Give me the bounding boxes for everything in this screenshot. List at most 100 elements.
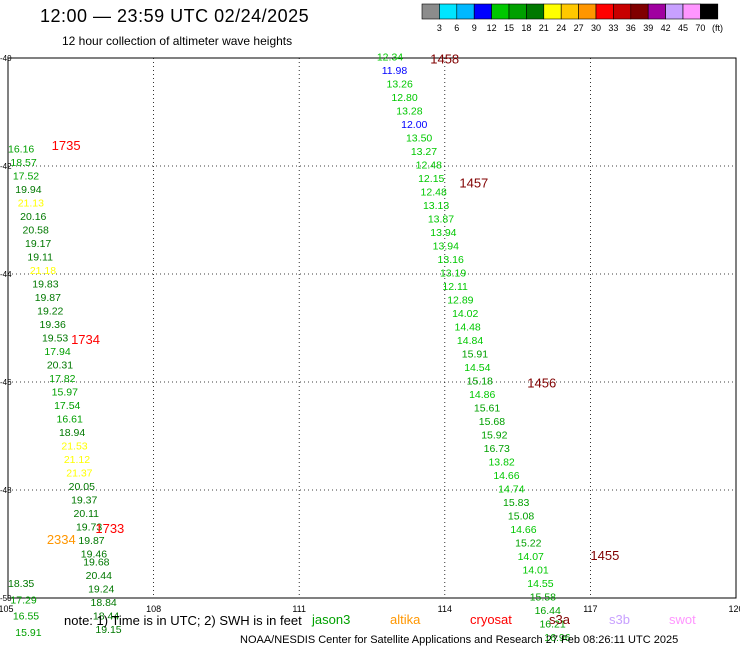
wave-height-label: 21.53 [61, 441, 87, 453]
wave-height-label: 18.35 [8, 578, 34, 590]
scale-label: 12 [487, 23, 497, 33]
wave-height-label: 18.84 [91, 597, 117, 609]
scale-label: 15 [504, 23, 514, 33]
wave-height-label: 13.50 [406, 133, 432, 145]
wave-height-label: 15.68 [479, 416, 505, 428]
y-tick-label: -40 [0, 54, 12, 63]
legend-item-altika: altika [390, 612, 421, 627]
y-tick-label: -46 [0, 378, 12, 387]
wave-height-label: 19.53 [42, 333, 68, 345]
scale-label: 36 [626, 23, 636, 33]
scale-label: 21 [539, 23, 549, 33]
y-tick-label: -42 [0, 162, 12, 171]
scale-label: 39 [643, 23, 653, 33]
footnote: note: 1) Time is in UTC; 2) SWH is in fe… [64, 613, 302, 628]
wave-height-label: 16.55 [13, 611, 39, 623]
wave-height-label: 12.11 [442, 281, 468, 293]
wave-height-label: 15.83 [503, 497, 529, 509]
wave-height-label: 17.29 [10, 594, 36, 606]
legend-item-s3b: s3b [609, 612, 630, 627]
page-subtitle: 12 hour collection of altimeter wave hei… [62, 34, 293, 48]
wave-height-label: 14.07 [518, 551, 544, 563]
wave-height-label: 19.83 [32, 279, 58, 291]
scale-label: 27 [574, 23, 584, 33]
wave-height-label: 17.94 [44, 346, 70, 358]
y-tick-label: -48 [0, 486, 12, 495]
scale-unit: (ft) [712, 23, 723, 33]
scale-label: 33 [608, 23, 618, 33]
wave-height-label: 13.16 [438, 254, 464, 266]
scale-label: 9 [472, 23, 477, 33]
wave-height-label: 14.86 [469, 389, 495, 401]
wave-height-label: 19.87 [78, 535, 104, 547]
wave-height-label: 15.08 [508, 511, 534, 523]
pass-label: 1458 [430, 51, 459, 66]
wave-height-label: 12.00 [401, 119, 427, 131]
wave-height-label: 20.58 [23, 225, 49, 237]
y-tick-label: -44 [0, 270, 12, 279]
scale-label: 45 [678, 23, 688, 33]
plot-frame [7, 57, 737, 599]
wave-height-label: 12.34 [377, 52, 403, 64]
wave-height-label: 15.91 [15, 627, 41, 639]
wave-height-label: 12.15 [418, 173, 444, 185]
wave-height-label: 14.66 [510, 524, 536, 536]
wave-height-label: 15.18 [467, 376, 493, 388]
scale-label: 30 [591, 23, 601, 33]
wave-height-label: 14.02 [452, 308, 478, 320]
wave-height-label: 16.61 [57, 414, 83, 426]
scale-label: 18 [521, 23, 531, 33]
scale-label: 3 [437, 23, 442, 33]
wave-height-label: 19.68 [83, 557, 109, 569]
pass-label: 1733 [95, 521, 124, 536]
x-tick-label: 108 [146, 604, 161, 614]
wave-height-label: 20.05 [69, 481, 95, 493]
x-tick-label: 120 [728, 604, 740, 614]
credit-line: NOAA/NESDIS Center for Satellite Applica… [240, 634, 679, 646]
wave-height-label: 21.18 [30, 265, 56, 277]
legend-item-cryosat: cryosat [470, 612, 512, 627]
scale-label: 42 [661, 23, 671, 33]
x-tick-label: 117 [583, 604, 597, 614]
wave-height-label: 19.94 [15, 184, 41, 196]
wave-height-label: 19.46 [81, 549, 107, 561]
scale-label: 24 [556, 23, 566, 33]
wave-height-label: 21.12 [64, 454, 90, 466]
x-tick-label: 111 [292, 604, 306, 614]
wave-height-label: 13.28 [396, 106, 422, 118]
wave-height-label: 13.19 [440, 268, 466, 280]
wave-height-label: 16.44 [535, 605, 561, 617]
wave-height-label: 19.37 [71, 495, 97, 507]
wave-height-label: 15.91 [462, 349, 488, 361]
wave-height-label: 20.31 [47, 360, 73, 372]
wave-height-label: 13.94 [433, 241, 459, 253]
legend-item-swot: swot [669, 612, 696, 627]
wave-height-label: 15.58 [530, 592, 556, 604]
wave-height-label: 14.84 [457, 335, 483, 347]
wave-height-label: 19.17 [25, 238, 51, 250]
wave-height-label: 14.74 [498, 484, 524, 496]
wave-height-label: 19.73 [76, 522, 102, 534]
legend-item-jason3: jason3 [312, 612, 351, 627]
x-tick-label: 105 [0, 604, 14, 614]
wave-height-label: 18.57 [10, 157, 36, 169]
wave-height-label: 19.24 [88, 584, 114, 596]
y-tick-label: -50 [0, 594, 12, 603]
wave-height-label: 16.96 [544, 632, 570, 644]
wave-height-label: 16.73 [484, 443, 510, 455]
legend-item-s3a: s3a [549, 612, 570, 627]
wave-height-label: 21.37 [66, 468, 92, 480]
wave-height-label: 18.44 [93, 611, 119, 623]
wave-height-label: 13.26 [387, 79, 413, 91]
wave-height-label: 13.27 [411, 146, 437, 158]
wave-height-label: 15.92 [481, 430, 507, 442]
wave-height-label: 14.01 [522, 565, 548, 577]
scale-swatch [700, 3, 719, 20]
wave-height-label: 12.80 [391, 92, 417, 104]
x-tick-label: 114 [438, 604, 452, 614]
pass-label: 1735 [52, 138, 81, 153]
wave-height-label: 15.22 [515, 538, 541, 550]
wave-height-label: 20.16 [20, 211, 46, 223]
pass-label: 1455 [590, 548, 619, 563]
